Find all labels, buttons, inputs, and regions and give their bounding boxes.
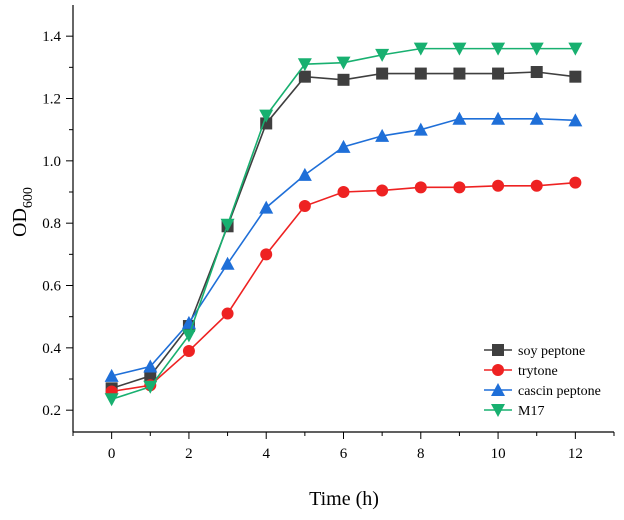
y-tick-label: 0.4 [42, 341, 61, 357]
y-tick-label: 0.6 [42, 279, 61, 295]
data-point [453, 181, 466, 194]
legend-marker [491, 383, 505, 396]
series-layer [104, 42, 583, 407]
data-point [491, 111, 506, 125]
y-tick-label: 1.2 [42, 92, 61, 108]
y-axis-title-main: OD [9, 208, 31, 237]
data-point [298, 70, 311, 83]
data-point [452, 42, 467, 56]
legend-label: cascin peptone [518, 384, 601, 399]
x-tick-label: 12 [568, 446, 583, 462]
data-point [568, 113, 583, 127]
data-point [297, 167, 312, 181]
series-line [111, 47, 576, 401]
data-point [375, 48, 390, 62]
y-axis-title-subscript: 600 [21, 187, 36, 208]
data-point [259, 109, 274, 123]
data-point [144, 369, 157, 382]
legend-label: M17 [518, 404, 544, 419]
legend: soy peptone trytone cascin peptone M17 [484, 344, 601, 419]
legend-marker [492, 364, 504, 376]
data-point [336, 56, 351, 70]
data-point [181, 329, 196, 343]
data-point [221, 307, 234, 320]
data-point [375, 128, 390, 142]
data-point [529, 111, 544, 125]
data-point [143, 359, 158, 373]
y-tick-label: 0.2 [42, 403, 61, 419]
data-point [569, 70, 582, 83]
data-point [569, 176, 582, 189]
axis-ticks: 0 2 4 6 8 10 12 0.2 0.4 0.6 0.8 1.0 1.2 1.4 [42, 29, 615, 462]
x-tick-label: 2 [185, 446, 193, 462]
data-point [529, 42, 544, 56]
series-M17 [104, 42, 583, 407]
data-point [297, 58, 312, 72]
x-tick-label: 10 [491, 446, 506, 462]
data-point [220, 256, 235, 270]
series-line [111, 117, 576, 377]
legend-item: M17 [484, 404, 544, 419]
series-cascin-peptone [104, 111, 583, 382]
data-point [376, 184, 389, 197]
y-axis-title: OD600 [9, 187, 36, 237]
series-trytone [105, 176, 582, 398]
data-point [336, 139, 351, 153]
x-tick-label: 4 [262, 446, 270, 462]
data-point [491, 42, 506, 56]
legend-marker [491, 404, 505, 417]
data-point [337, 186, 350, 199]
y-tick-label: 1.0 [42, 154, 61, 170]
data-point [376, 67, 389, 80]
data-point [414, 67, 427, 80]
y-tick-label: 1.4 [42, 29, 61, 45]
data-point [259, 200, 274, 214]
data-point [492, 67, 505, 80]
data-point [452, 111, 467, 125]
legend-label: trytone [518, 364, 558, 379]
legend-item: trytone [484, 364, 558, 379]
legend-marker [492, 344, 504, 356]
data-point [104, 393, 119, 407]
data-point [530, 179, 543, 192]
y-tick-label: 0.8 [42, 216, 61, 232]
data-point [337, 73, 350, 86]
series-soy-peptone [105, 66, 582, 395]
legend-label: soy peptone [518, 344, 585, 359]
legend-item: soy peptone [484, 344, 585, 359]
data-point [568, 42, 583, 56]
data-point [220, 218, 235, 232]
legend-item: cascin peptone [484, 383, 601, 399]
x-axis-title: Time (h) [309, 488, 379, 510]
data-point [414, 181, 427, 194]
data-point [413, 122, 428, 136]
x-tick-label: 8 [417, 446, 425, 462]
data-point [530, 66, 543, 79]
data-point [413, 42, 428, 56]
data-point [298, 200, 311, 213]
x-tick-label: 0 [108, 446, 116, 462]
data-point [104, 368, 119, 382]
data-point [453, 67, 466, 80]
data-point [182, 344, 195, 357]
data-point [492, 179, 505, 192]
data-point [143, 380, 158, 394]
series-line [111, 181, 576, 393]
x-tick-label: 6 [340, 446, 348, 462]
data-point [260, 248, 273, 261]
